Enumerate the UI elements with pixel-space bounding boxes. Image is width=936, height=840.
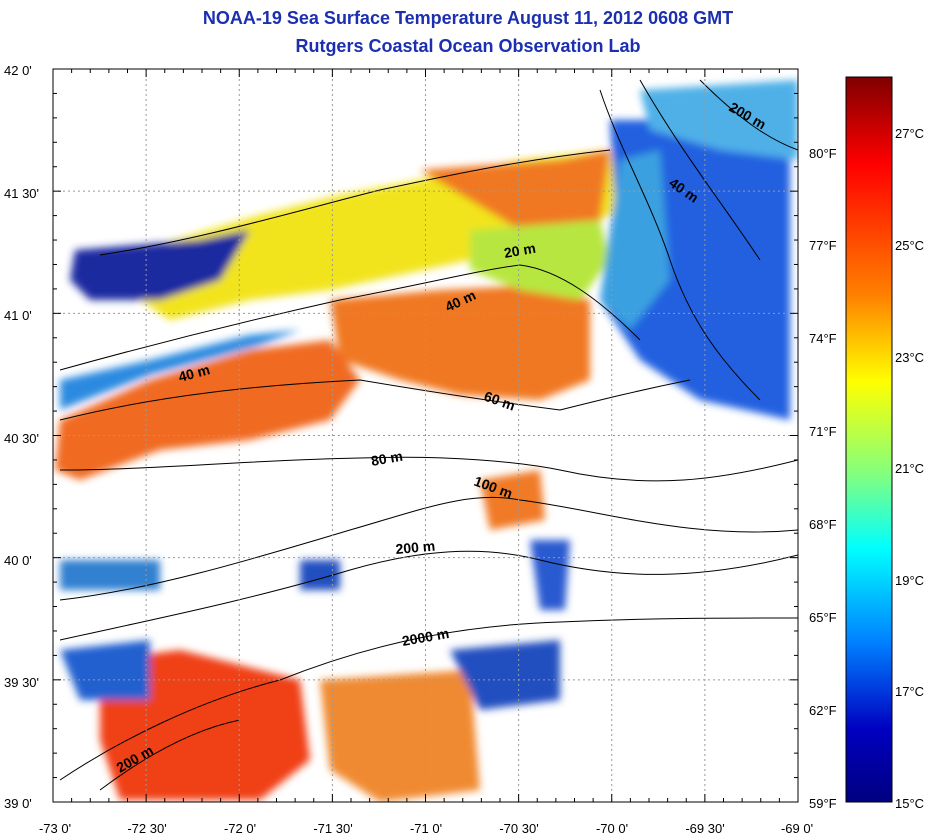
fahrenheit-label: 62°F — [809, 703, 837, 718]
fahrenheit-label: 65°F — [809, 610, 837, 625]
lon-label: -71 30' — [313, 821, 352, 836]
map-subtitle: Rutgers Coastal Ocean Observation Lab — [295, 36, 641, 56]
lat-label: 39 30' — [4, 675, 39, 690]
celsius-label: 27°C — [895, 126, 924, 141]
colorbar-celsius: 27°C 25°C 23°C 21°C 19°C 17°C 15°C — [895, 126, 924, 811]
contour-label: 40 m — [177, 361, 212, 385]
lat-label: 40 0' — [4, 553, 32, 568]
contour-label: 20 m — [503, 240, 537, 261]
lon-label: -73 0' — [39, 821, 71, 836]
lon-label: -71 0' — [410, 821, 442, 836]
fahrenheit-label: 74°F — [809, 331, 837, 346]
graticule — [53, 69, 798, 802]
celsius-label: 21°C — [895, 461, 924, 476]
fahrenheit-label: 71°F — [809, 424, 837, 439]
lon-label: -72 30' — [127, 821, 166, 836]
celsius-label: 15°C — [895, 796, 924, 811]
celsius-label: 17°C — [895, 684, 924, 699]
fahrenheit-label: 59°F — [809, 796, 837, 811]
longitude-axis: -73 0' -72 30' -72 0' -71 30' -71 0' -70… — [39, 821, 813, 836]
celsius-label: 25°C — [895, 238, 924, 253]
celsius-label: 23°C — [895, 350, 924, 365]
lon-label: -69 30' — [685, 821, 724, 836]
contour-label: 200 m — [395, 538, 436, 557]
lon-label: -72 0' — [224, 821, 256, 836]
fahrenheit-label: 80°F — [809, 146, 837, 161]
lat-label: 39 0' — [4, 796, 32, 811]
map-title: NOAA-19 Sea Surface Temperature August 1… — [202, 8, 734, 28]
axis-ticks — [52, 68, 799, 803]
colorbar — [845, 76, 893, 803]
lon-label: -70 30' — [499, 821, 538, 836]
lon-label: -70 0' — [596, 821, 628, 836]
contour-label: 80 m — [370, 448, 404, 469]
colorbar-fahrenheit: 80°F 77°F 74°F 71°F 68°F 65°F 62°F 59°F — [809, 146, 837, 811]
celsius-label: 19°C — [895, 573, 924, 588]
contour-lines — [59, 79, 798, 791]
latitude-axis: 42 0' 41 30' 41 0' 40 30' 40 0' 39 30' 3… — [4, 63, 39, 811]
lat-label: 40 30' — [4, 431, 39, 446]
fahrenheit-label: 77°F — [809, 238, 837, 253]
lon-label: -69 0' — [781, 821, 813, 836]
lat-label: 41 0' — [4, 308, 32, 323]
lat-label: 41 30' — [4, 186, 39, 201]
fahrenheit-label: 68°F — [809, 517, 837, 532]
lat-label: 42 0' — [4, 63, 32, 78]
